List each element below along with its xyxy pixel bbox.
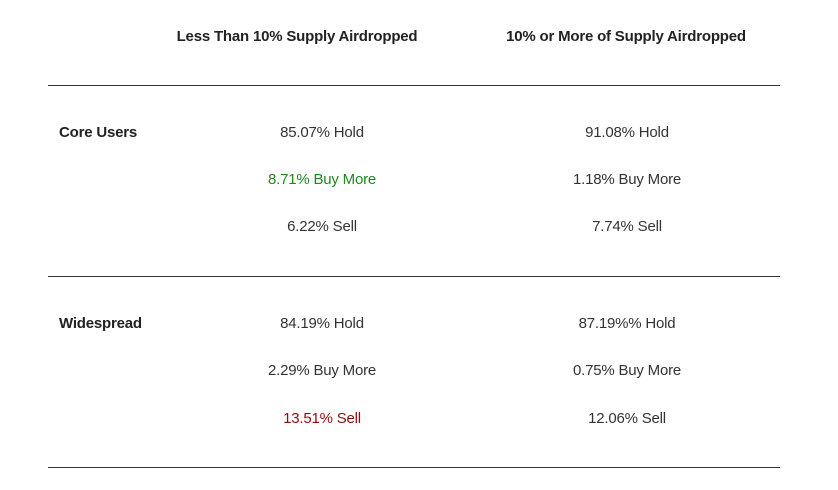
airdrop-comparison-table: Less Than 10% Supply Airdropped 10% or M… [48, 0, 780, 490]
divider [48, 276, 780, 277]
table-cell: 87.19%% Hold [578, 315, 676, 332]
table-cell: 6.22% Sell [287, 218, 357, 235]
table-cell: 12.06% Sell [588, 410, 666, 427]
row-label-core-users: Core Users [59, 124, 138, 141]
table-cell: 91.08% Hold [585, 124, 669, 141]
table-cell: 1.18% Buy More [572, 171, 682, 188]
table-cell: 84.19% Hold [280, 315, 364, 332]
table-cell: 85.07% Hold [280, 124, 364, 141]
table-cell: 2.29% Buy More [267, 362, 377, 379]
table-cell: 7.74% Sell [592, 218, 662, 235]
table-cell-highlight-positive: 8.71% Buy More [267, 171, 377, 188]
column-header-10-or-more: 10% or More of Supply Airdropped [506, 28, 746, 45]
table-cell-highlight-negative: 13.51% Sell [283, 410, 361, 427]
divider [48, 85, 780, 86]
divider [48, 467, 780, 468]
row-label-widespread: Widespread [59, 315, 142, 332]
column-header-less-than-10: Less Than 10% Supply Airdropped [176, 28, 418, 45]
table-cell: 0.75% Buy More [572, 362, 682, 379]
